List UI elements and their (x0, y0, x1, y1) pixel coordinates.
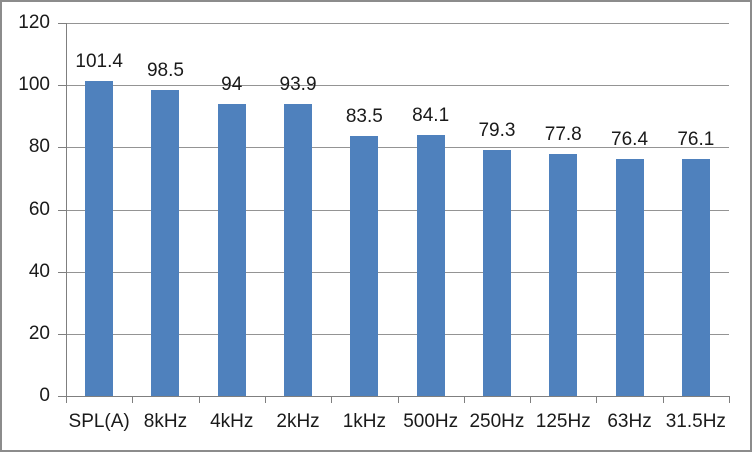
x-axis-category-label: 500Hz (403, 411, 459, 432)
y-axis-tick-label: 40 (28, 260, 50, 282)
y-axis-tick-label: 20 (28, 322, 50, 344)
x-axis-category-label: SPL(A) (68, 411, 130, 432)
x-axis-category-label: 8kHz (143, 411, 188, 432)
y-axis-tick (58, 333, 66, 335)
bar-value-label: 84.1 (412, 104, 450, 126)
x-axis-line (66, 396, 730, 397)
bar-value-label: 93.9 (279, 74, 317, 96)
y-axis-tick-label: 80 (28, 136, 50, 158)
bar-value-label: 76.1 (677, 129, 715, 151)
x-axis-category-label: 1kHz (342, 411, 386, 432)
bar (350, 136, 379, 396)
x-axis-tick (463, 396, 465, 403)
x-axis-tick (596, 396, 598, 403)
x-axis-tick (397, 396, 399, 403)
bar-value-label: 76.4 (611, 128, 649, 150)
bar-value-label: 77.8 (544, 124, 582, 146)
x-axis-category-label: 125Hz (535, 411, 591, 432)
x-axis-category-label: 250Hz (469, 411, 525, 432)
bar (284, 104, 313, 396)
gridline (66, 333, 729, 335)
y-axis-tick-label: 100 (18, 74, 50, 96)
bar (85, 80, 114, 396)
x-axis-tick (331, 396, 333, 403)
gridline (66, 23, 729, 24)
gridline (66, 209, 729, 211)
y-axis-tick-label: 60 (28, 198, 50, 220)
x-axis-category-label: 63Hz (607, 411, 652, 432)
bar-value-label: 98.5 (146, 59, 184, 81)
y-axis-tick (58, 271, 66, 273)
x-axis-tick (264, 396, 266, 403)
gridline (66, 85, 729, 87)
bar (416, 134, 445, 396)
gridline (66, 271, 729, 273)
x-axis-tick (132, 396, 134, 403)
x-axis-tick (198, 396, 200, 403)
x-axis-category-label: 4kHz (210, 411, 254, 432)
bar-value-label: 79.3 (478, 119, 516, 141)
bar-value-label: 101.4 (75, 50, 123, 72)
y-axis-tick (58, 85, 66, 87)
bar (151, 89, 180, 396)
x-axis-category-label: 2kHz (276, 411, 320, 432)
x-axis-tick (662, 396, 664, 403)
x-axis-tick (729, 396, 730, 403)
y-axis-tick (58, 147, 66, 149)
y-axis-tick-label: 120 (18, 12, 50, 33)
bar (615, 158, 644, 396)
y-axis-tick (58, 396, 66, 397)
y-axis-tick (58, 23, 66, 24)
x-axis-tick (530, 396, 532, 403)
bar (482, 149, 511, 396)
y-axis-tick (58, 209, 66, 211)
bar (681, 159, 710, 396)
x-axis-category-label: 31.5Hz (665, 411, 726, 432)
gridline (66, 147, 729, 149)
bar (217, 103, 246, 396)
bar (549, 154, 578, 396)
bar-value-label: 83.5 (345, 106, 383, 128)
y-axis-tick-label: 0 (39, 385, 50, 406)
y-axis-line (66, 23, 67, 403)
bar-value-label: 94 (221, 73, 243, 95)
